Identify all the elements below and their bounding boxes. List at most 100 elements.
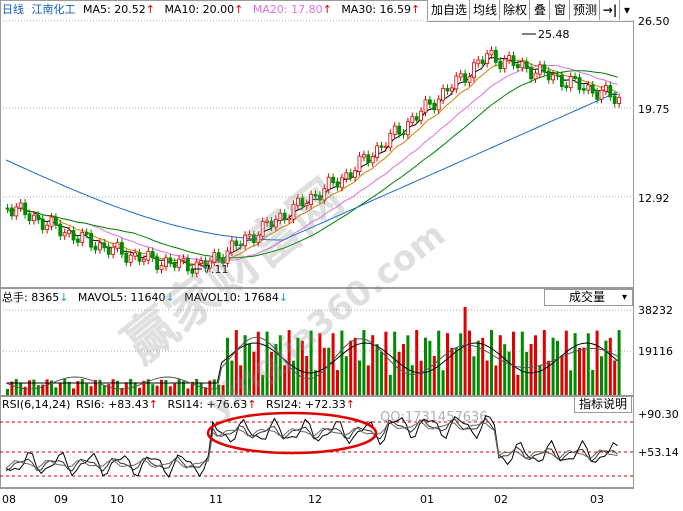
candle — [366, 154, 371, 164]
volume-bar — [129, 379, 133, 395]
ma5-label: MA5: 20.52 — [83, 3, 146, 16]
indicator-dropdown-icon: ▾ — [621, 292, 627, 303]
candle — [529, 67, 533, 80]
candle — [322, 188, 327, 201]
moving-average-button[interactable]: 均线 — [469, 0, 500, 20]
candle — [555, 74, 560, 77]
volume-bar — [300, 340, 304, 395]
forecast-button[interactable]: 预测 — [569, 0, 600, 20]
candle — [260, 221, 265, 237]
volume-bar — [226, 337, 229, 395]
volume-bar — [102, 385, 106, 395]
volume-bar — [454, 347, 458, 395]
candle — [331, 176, 336, 184]
volume-bar — [111, 379, 115, 395]
price-tick-high: 26.50 — [638, 15, 670, 28]
candle — [392, 125, 397, 135]
candle — [590, 84, 595, 94]
candle — [67, 230, 71, 235]
volume-bar — [336, 370, 339, 395]
chart-toolbar: 加自选 均线 除权 叠 窗 预测 →| ▾ — [427, 0, 634, 22]
volume-bar — [503, 344, 507, 395]
add-watchlist-button[interactable]: 加自选 — [427, 0, 470, 20]
volume-bar — [234, 330, 238, 395]
candle — [159, 265, 164, 270]
stock-name: 江南化工 — [31, 3, 76, 16]
candle — [5, 207, 10, 210]
candle — [383, 145, 388, 148]
candle — [379, 145, 384, 148]
mavol5-arrow-icon: ↓ — [165, 291, 175, 304]
candle — [339, 177, 344, 188]
period-label[interactable]: 日线 — [2, 3, 24, 16]
candle — [313, 193, 318, 197]
candle — [599, 89, 604, 100]
candle — [361, 154, 366, 158]
x-tick-08: 08 — [2, 493, 16, 506]
candle — [199, 260, 204, 264]
rsi6-label: RSI6: +83.43 — [75, 398, 149, 411]
candle — [317, 194, 322, 201]
candle — [111, 246, 115, 255]
candle — [172, 261, 177, 268]
ma30-label: MA30: 16.59 — [341, 3, 412, 16]
toolbar-dropdown-icon[interactable]: ▾ — [619, 0, 634, 20]
candle — [251, 234, 256, 243]
candle — [102, 242, 107, 249]
volume-bar — [151, 384, 155, 395]
total-volume-label: 总手: 8365 — [2, 291, 60, 304]
rsi-chart — [0, 411, 634, 479]
volume-bar — [160, 379, 163, 395]
candle — [58, 223, 63, 237]
candle — [62, 232, 67, 237]
volume-bar — [463, 307, 467, 395]
candle — [168, 257, 173, 264]
candle — [212, 252, 217, 263]
candle — [115, 242, 120, 249]
window-button[interactable]: 窗 — [549, 0, 570, 20]
candle — [291, 203, 296, 220]
candle — [454, 75, 459, 90]
candle — [14, 206, 19, 217]
ma10-label: MA10: 20.00 — [164, 3, 235, 16]
volume-bar — [318, 333, 322, 395]
volume-bar — [41, 384, 45, 395]
candle — [23, 202, 28, 216]
ma20-arrow-icon: ↑ — [322, 3, 332, 16]
ex-rights-button[interactable]: 除权 — [499, 0, 530, 20]
candle — [80, 232, 85, 243]
volume-bar — [120, 387, 124, 395]
rsi6-arrow-icon: ↑ — [148, 398, 158, 411]
candle — [18, 202, 23, 209]
overlay-button[interactable]: 叠 — [529, 0, 550, 20]
candle — [76, 238, 80, 243]
candle — [463, 73, 468, 83]
candle — [40, 218, 45, 230]
candle — [401, 132, 406, 136]
candle — [146, 251, 151, 261]
volume-bar — [472, 356, 476, 395]
candle — [225, 250, 230, 264]
indicator-selector[interactable]: 成交量 ▾ — [544, 289, 633, 306]
volume-bar — [353, 337, 357, 395]
volume-bar — [525, 351, 529, 395]
volume-bar — [265, 331, 269, 395]
volume-panel — [0, 288, 634, 396]
candle — [582, 88, 586, 91]
volume-bar — [410, 365, 414, 395]
candle — [177, 258, 182, 268]
candle — [344, 172, 349, 180]
indicator-help-button[interactable]: 指标说明 — [574, 396, 632, 413]
candle — [278, 212, 283, 221]
total-volume-arrow-icon: ↓ — [59, 291, 69, 304]
x-tick-11: 11 — [209, 493, 223, 506]
candle — [432, 102, 437, 111]
volume-tick-mid: 19116 — [638, 345, 673, 358]
volume-bar — [331, 333, 335, 395]
volume-bar — [595, 330, 599, 395]
jump-end-icon[interactable]: →| — [599, 0, 620, 20]
low-price-label: 7.11 — [204, 263, 229, 276]
volume-bar — [573, 333, 577, 395]
candle — [207, 260, 212, 269]
volume-bar — [556, 340, 559, 395]
